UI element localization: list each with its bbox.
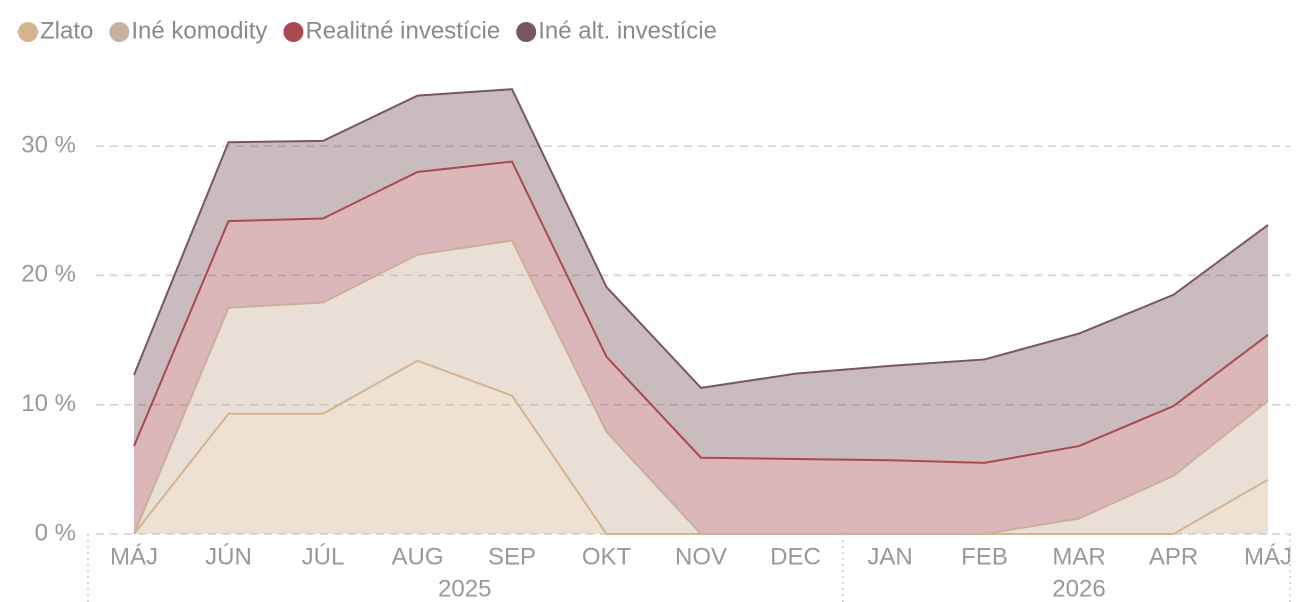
y-tick-label: 30 % [21,131,76,158]
legend-marker [109,22,130,42]
x-group-label: 2025 [438,575,491,602]
legend-marker [516,22,537,42]
x-tick-label: MAR [1052,543,1105,570]
x-tick-label: JAN [867,543,912,570]
legend-label: Iné komodity [131,17,267,44]
x-group-label: 2026 [1052,575,1105,602]
x-tick-label: OKT [582,543,632,570]
y-tick-label: 0 % [35,519,76,546]
legend-label: Iné alt. investície [538,17,717,44]
legend-marker [283,22,304,42]
area-line [133,88,1269,389]
x-tick-label: SEP [488,543,536,570]
y-tick-label: 20 % [21,261,76,288]
legend-label: Realitné investície [305,17,500,44]
legend-label: Zlato [40,17,93,44]
x-tick-label: NOV [675,543,727,570]
area [134,360,1268,534]
x-tick-label: AUG [391,543,443,570]
area [134,161,1268,534]
legend-marker [18,22,38,42]
x-tick-label: JÚN [205,543,252,570]
x-tick-label: JÚL [302,543,345,570]
x-tick-label: APR [1149,543,1198,570]
areas [134,89,1268,535]
x-tick-label: MÁJ [1244,543,1292,570]
area-line [133,239,1269,535]
area-line [133,160,1269,464]
area [134,89,1268,463]
x-tick-label: DEC [770,543,821,570]
x-tick-label: FEB [961,543,1008,570]
area [134,240,1268,535]
x-tick-label: MÁJ [110,543,158,570]
y-tick-label: 10 % [21,390,76,417]
